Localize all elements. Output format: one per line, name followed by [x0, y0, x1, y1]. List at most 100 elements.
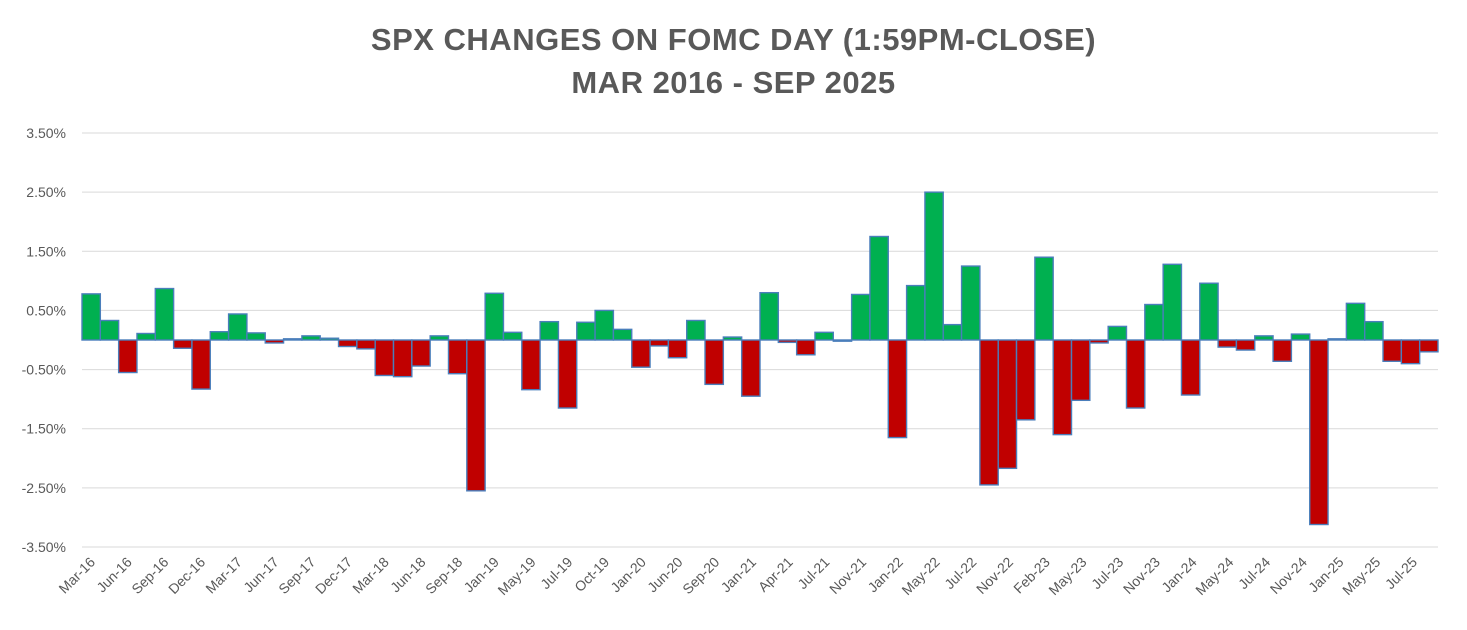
bar	[282, 338, 303, 341]
x-tick-label: May-19	[494, 554, 538, 598]
bar	[502, 331, 523, 341]
x-axis-ticks: Mar-16Jun-16Sep-16Dec-16Mar-17Jun-17Sep-…	[55, 554, 1420, 598]
x-tick-label: May-25	[1339, 554, 1383, 598]
bar	[337, 339, 358, 348]
y-tick-label: 1.50%	[26, 243, 66, 259]
bar	[997, 339, 1018, 470]
bar	[1382, 339, 1403, 362]
bar	[1180, 339, 1201, 396]
bar	[979, 339, 999, 486]
y-tick-label: 2.50%	[26, 184, 66, 200]
bars	[81, 191, 1439, 526]
bar	[924, 191, 944, 341]
x-tick-label: Mar-16	[55, 554, 98, 597]
bar	[392, 339, 413, 378]
x-tick-label: Nov-24	[1267, 554, 1310, 597]
bar	[1272, 339, 1293, 362]
bar	[209, 331, 230, 341]
x-tick-label: Sep-18	[422, 554, 465, 597]
bar	[99, 319, 120, 341]
bar	[1290, 333, 1311, 341]
bar	[740, 339, 761, 397]
x-tick-label: Sep-16	[128, 554, 171, 597]
bar	[795, 339, 816, 356]
bar	[411, 339, 431, 367]
bar	[1418, 339, 1439, 353]
bar	[686, 319, 706, 341]
bar	[1235, 339, 1256, 351]
x-tick-label: Nov-21	[826, 554, 869, 597]
bar	[81, 293, 102, 341]
bar	[264, 339, 285, 344]
bar	[704, 339, 725, 386]
bar	[1199, 282, 1219, 341]
bar	[942, 323, 963, 341]
bar	[154, 287, 175, 341]
bar	[1052, 339, 1073, 436]
bar	[814, 331, 834, 341]
bar	[557, 339, 578, 409]
bar	[667, 339, 688, 359]
x-tick-label: Jun-17	[240, 554, 282, 596]
bar	[429, 335, 450, 341]
y-axis-ticks: 3.50% 2.50% 1.50% 0.50% -0.50% -1.50% -2.50% -3…	[22, 125, 66, 555]
bar	[631, 339, 651, 368]
chart-title: SPX CHANGES ON FOMC DAY (1:59PM-CLOSE)	[370, 22, 1097, 57]
x-tick-label: Dec-17	[312, 554, 355, 597]
bar	[832, 339, 853, 342]
x-tick-label: Dec-16	[165, 554, 208, 597]
bar	[649, 339, 670, 347]
bar	[1125, 339, 1146, 409]
bar	[576, 321, 596, 341]
bar	[905, 284, 926, 341]
bar	[374, 339, 395, 377]
chart-subtitle: MAR 2016 - SEP 2025	[571, 65, 896, 100]
bar	[246, 332, 266, 341]
bar	[319, 337, 340, 341]
x-tick-label: May-24	[1192, 554, 1236, 598]
bar	[539, 320, 560, 341]
x-tick-label: Jul-19	[537, 554, 575, 592]
x-tick-label: Apr-21	[755, 554, 796, 595]
x-tick-label: Oct-19	[571, 554, 612, 595]
bar	[1364, 320, 1384, 341]
bar	[227, 313, 248, 341]
bar	[722, 336, 743, 341]
x-tick-label: Sep-20	[679, 554, 722, 597]
bar	[1254, 335, 1274, 341]
bar	[869, 235, 889, 341]
bar	[1034, 256, 1054, 341]
x-tick-label: Mar-17	[202, 554, 245, 597]
x-tick-label: Feb-23	[1010, 554, 1053, 597]
x-tick-label: May-23	[1045, 554, 1089, 598]
bar	[1309, 339, 1329, 526]
bar	[1107, 325, 1128, 341]
y-tick-label: -2.50%	[22, 480, 66, 496]
x-tick-label: Jun-18	[387, 554, 429, 596]
y-tick-label: 0.50%	[26, 302, 66, 318]
x-tick-label: Jan-21	[718, 554, 760, 596]
bar	[1144, 303, 1164, 341]
bar	[1217, 339, 1238, 348]
x-tick-label: Jun-20	[644, 554, 686, 596]
bar	[117, 339, 138, 374]
bar	[521, 339, 541, 391]
x-tick-label: Jul-25	[1382, 554, 1420, 592]
y-tick-label: 3.50%	[26, 125, 66, 141]
bar	[594, 309, 615, 341]
x-tick-label: Nov-23	[1120, 554, 1163, 597]
bar	[1345, 302, 1366, 341]
bar	[759, 291, 780, 341]
x-tick-label: Jan-20	[607, 554, 649, 596]
bar	[1070, 339, 1091, 402]
bar	[1089, 339, 1109, 344]
x-tick-label: Sep-17	[275, 554, 318, 597]
bar	[172, 339, 193, 349]
bar	[301, 335, 321, 341]
bar	[136, 332, 156, 341]
bar	[484, 292, 505, 341]
bar	[1015, 339, 1036, 421]
bar	[612, 328, 633, 341]
